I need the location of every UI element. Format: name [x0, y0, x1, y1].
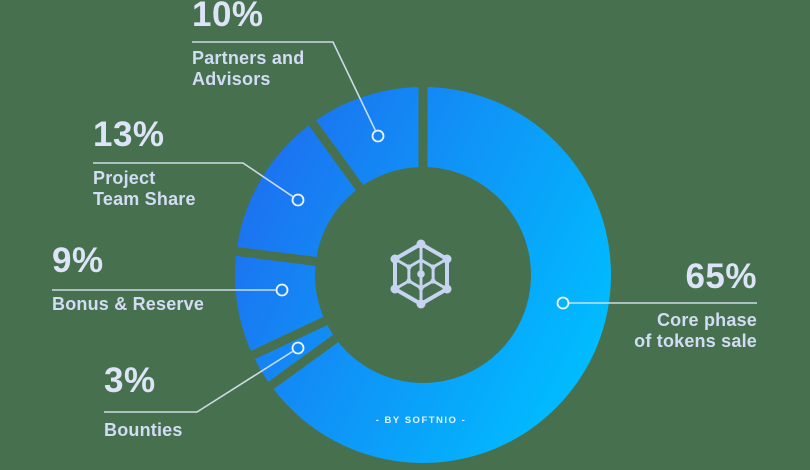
label-core-phase: 65% Core phase of tokens sale: [634, 258, 757, 352]
pct-core: 65%: [685, 257, 757, 296]
leader-3: [93, 162, 305, 207]
donut-annulus: [235, 87, 611, 463]
leader-lines: [52, 41, 757, 413]
label-partners-and-advisors: 10% Partners and Advisors: [192, 0, 304, 90]
slice-gap: [226, 245, 329, 268]
leader-marker: [291, 193, 305, 207]
leader-marker: [556, 296, 570, 310]
name-partners: Partners and Advisors: [192, 48, 305, 89]
leader-marker: [275, 283, 289, 297]
slice-gap-lines: [226, 78, 428, 395]
leader-2: [52, 283, 289, 297]
slice-gap: [242, 311, 339, 363]
donut-ring: [235, 87, 611, 463]
leader-4: [192, 41, 385, 143]
byline-text: - BY SOFTNIO -: [376, 415, 467, 426]
pct-bonus: 9%: [52, 241, 104, 280]
name-bounties: Bounties: [104, 420, 183, 440]
leader-line: [104, 350, 293, 413]
name-core: Core phase of tokens sale: [634, 310, 757, 351]
name-bonus: Bonus & Reserve: [52, 294, 205, 314]
leader-line: [93, 162, 294, 198]
leader-line: [192, 41, 376, 131]
label-bonus-reserve: 9% Bonus & Reserve: [52, 242, 204, 315]
leader-marker: [371, 129, 385, 143]
pct-partners: 10%: [192, 0, 264, 34]
slice-gap: [303, 112, 371, 200]
leader-0: [556, 296, 757, 310]
pct-project: 13%: [93, 115, 165, 154]
leader-1: [104, 341, 305, 413]
label-project-team-share: 13% Project Team Share: [93, 116, 196, 210]
label-bounties: 3% Bounties: [104, 362, 183, 441]
slice-gap: [260, 327, 348, 395]
pct-bounties: 3%: [104, 361, 156, 400]
network-cube-icon: [390, 239, 452, 309]
leader-marker: [291, 341, 305, 355]
name-project: Project Team Share: [93, 168, 196, 209]
